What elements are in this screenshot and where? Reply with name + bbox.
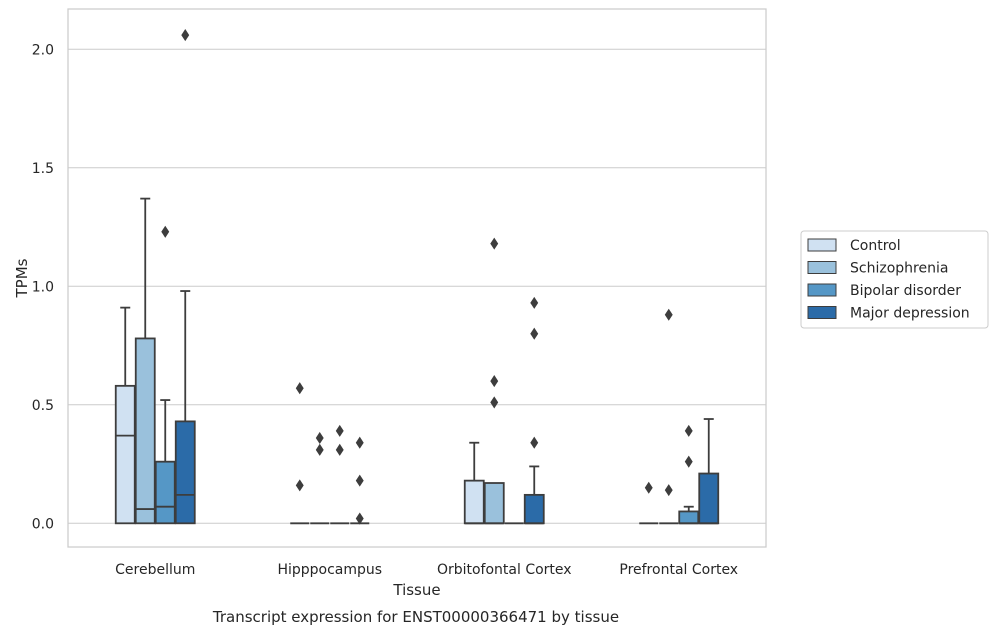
y-tick-label: 0.5 [32,398,54,414]
x-tick-label: Hipppocampus [277,562,382,578]
x-tick-label: Orbitofontal Cortex [437,562,572,578]
outlier-marker [490,237,499,250]
outlier-marker [181,29,190,42]
box-rect [698,472,720,525]
box-group [523,296,545,525]
box-group [134,197,156,525]
box-rect [154,460,176,525]
box-rect [134,337,156,525]
x-axis-title: Tissue [392,581,440,599]
outlier-marker [490,375,499,388]
outlier-marker [530,327,539,340]
outlier-marker [490,396,499,409]
box-group [659,308,679,525]
box-group [154,225,176,525]
outlier-marker [335,424,344,437]
box-group [350,436,370,525]
box-rect [678,510,700,525]
y-tick-label: 1.5 [32,161,54,177]
outlier-marker [355,512,364,525]
box-rect [523,493,545,525]
legend-label: Bipolar disorder [850,283,961,299]
box-group [698,418,720,525]
legend-swatch [807,283,837,297]
outlier-marker [530,296,539,309]
outlier-marker [315,431,324,445]
box-group [290,382,310,525]
outlier-marker [684,424,693,437]
legend-label: Control [850,238,901,254]
plot-frame [67,8,767,548]
outlier-marker [295,479,304,492]
box-rect [463,479,485,525]
box-rect [483,482,505,525]
y-axis-ticks: 0.0 0.5 1.0 1.5 2.0 [32,42,54,532]
box-group [463,441,485,525]
y-axis-title: TPMs [13,258,31,298]
grid-lines [68,48,766,524]
outlier-marker [355,474,364,487]
box-group [114,306,136,525]
x-axis-ticks: Cerebellum Hipppocampus Orbitofontal Corte… [115,562,738,578]
legend-label: Major depression [850,306,970,322]
y-tick-label: 1.0 [32,279,54,295]
y-tick-label: 0.0 [32,516,54,532]
y-tick-label: 2.0 [32,42,54,58]
outlier-marker [664,484,673,497]
outlier-marker [161,225,170,238]
box-group [174,29,196,525]
outlier-marker [355,436,364,449]
legend-label: Schizophrenia [850,261,948,277]
outlier-marker [295,382,304,395]
outlier-marker [644,481,653,494]
boxes [114,29,720,525]
outlier-marker [664,308,673,321]
legend-swatch [807,261,837,274]
legend-frame [800,230,989,329]
box-rect [114,384,136,525]
outlier-marker [530,436,539,449]
outlier-marker [684,455,693,468]
outlier-marker [335,443,344,456]
outlier-marker [315,443,324,456]
x-tick-label: Prefrontal Cortex [619,562,738,578]
box-group [330,424,350,525]
box-group [639,481,659,525]
legend: Control Schizophrenia Bipolar disorder Majo… [800,230,989,329]
box-group [310,431,330,525]
box-group [483,237,505,525]
chart-caption: Transcript expression for ENST0000036647… [212,608,619,626]
box-group [678,424,700,525]
x-tick-label: Cerebellum [115,562,195,578]
legend-swatch [807,306,837,319]
box-rect [174,420,196,525]
legend-swatch [807,238,837,252]
